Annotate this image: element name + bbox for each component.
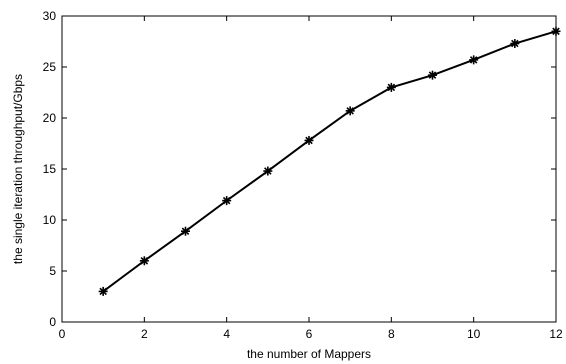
x-axis-label: the number of Mappers	[247, 347, 371, 361]
series-line	[102, 30, 557, 293]
data-point	[345, 106, 355, 116]
data-point	[386, 82, 396, 92]
series-layer	[98, 26, 561, 296]
plot-frame	[61, 15, 557, 323]
data-point	[304, 135, 314, 145]
data-point	[551, 26, 561, 36]
data-point	[510, 39, 520, 49]
x-tick-label: 6	[306, 327, 313, 341]
x-tick-label: 12	[549, 327, 563, 341]
y-tick-label: 5	[49, 264, 56, 278]
x-tick-label: 0	[59, 327, 66, 341]
data-point	[139, 256, 149, 266]
y-tick-label: 10	[43, 213, 57, 227]
y-tick-label: 15	[43, 162, 57, 176]
y-tick-label: 25	[43, 60, 57, 74]
axis-ticks: 0 2 4 6 8 10 12 0 5 10 15 20 25 30	[43, 9, 563, 341]
x-tick-label: 10	[467, 327, 481, 341]
y-tick-label: 0	[49, 315, 56, 329]
plot-area	[61, 15, 557, 323]
data-point	[263, 166, 273, 176]
y-tick-label: 20	[43, 111, 57, 125]
data-point	[469, 55, 479, 65]
y-axis-label: the single iteration throughput/Gbps	[11, 74, 25, 264]
x-tick-label: 8	[388, 327, 395, 341]
y-tick-label: 30	[43, 9, 57, 23]
x-tick-label: 4	[223, 327, 230, 341]
data-point	[428, 70, 437, 80]
x-tick-label: 2	[141, 327, 148, 341]
data-point	[181, 226, 190, 236]
data-point	[98, 286, 108, 296]
data-point	[222, 196, 232, 206]
